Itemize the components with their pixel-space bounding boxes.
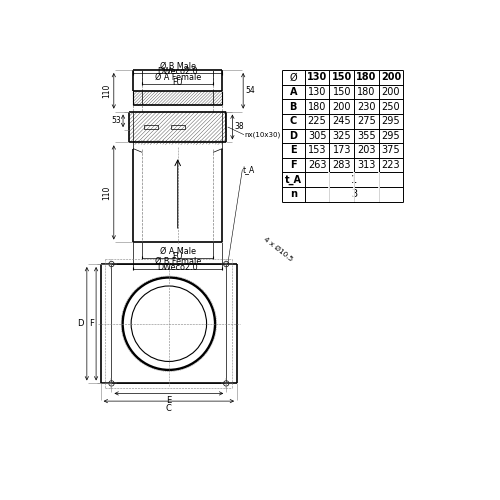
Text: 180: 180 [356, 72, 376, 83]
Text: n: n [290, 190, 296, 200]
Text: 203: 203 [357, 146, 376, 156]
Text: 1: 1 [351, 174, 357, 184]
Text: Ø B Female: Ø B Female [154, 257, 201, 266]
Text: 283: 283 [332, 160, 351, 170]
Text: 275: 275 [357, 116, 376, 126]
Text: Ø A Female: Ø A Female [154, 72, 201, 82]
Text: Ø: Ø [290, 72, 297, 83]
Text: E: E [290, 146, 296, 156]
Text: 180: 180 [308, 102, 326, 112]
Text: 200: 200 [382, 87, 400, 97]
Bar [171, 124, 184, 130]
Text: 153: 153 [308, 146, 326, 156]
Text: 200: 200 [332, 102, 351, 112]
Text: 225: 225 [308, 116, 326, 126]
Bar [144, 124, 158, 130]
Text: 375: 375 [382, 146, 400, 156]
Text: 263: 263 [308, 160, 326, 170]
Text: 305: 305 [308, 131, 326, 141]
Text: 130: 130 [307, 72, 327, 83]
Text: t_A: t_A [284, 174, 302, 185]
Text: 313: 313 [357, 160, 376, 170]
Text: DWeco2.0: DWeco2.0 [158, 262, 198, 272]
Text: 223: 223 [382, 160, 400, 170]
Text: 150: 150 [332, 87, 351, 97]
Text: F: F [89, 319, 94, 328]
Text: 250: 250 [382, 102, 400, 112]
Text: F: F [290, 160, 296, 170]
Text: nx(10x30): nx(10x30) [244, 132, 281, 138]
Text: D: D [78, 319, 84, 328]
Text: 230: 230 [357, 102, 376, 112]
Text: 245: 245 [332, 116, 351, 126]
Text: B: B [290, 102, 297, 112]
Text: 295: 295 [382, 131, 400, 141]
Text: 54: 54 [246, 86, 255, 96]
Text: 38: 38 [234, 122, 243, 132]
Text: 200: 200 [381, 72, 401, 83]
Text: 325: 325 [332, 131, 351, 141]
Text: 4 x Ø10.5: 4 x Ø10.5 [262, 236, 294, 262]
Text: 295: 295 [382, 116, 400, 126]
Text: DWeco2.0: DWeco2.0 [158, 67, 198, 76]
Text: C: C [166, 404, 172, 413]
Text: t_A: t_A [243, 165, 256, 174]
Text: 180: 180 [357, 87, 376, 97]
Text: 3: 3 [351, 190, 357, 200]
Text: 110: 110 [102, 84, 110, 98]
Text: 173: 173 [332, 146, 351, 156]
Text: D: D [289, 131, 297, 141]
Text: 110: 110 [102, 186, 110, 200]
Text: 355: 355 [357, 131, 376, 141]
Text: E: E [166, 396, 172, 406]
Text: A: A [290, 87, 297, 97]
Text: Ø A Male: Ø A Male [160, 246, 196, 256]
Text: C: C [290, 116, 297, 126]
Text: 150: 150 [332, 72, 352, 83]
Text: 53: 53 [111, 116, 120, 126]
Text: Ø B Male: Ø B Male [160, 62, 196, 70]
Text: 130: 130 [308, 87, 326, 97]
Text: FU: FU [172, 78, 183, 86]
Text: FU: FU [172, 252, 183, 260]
